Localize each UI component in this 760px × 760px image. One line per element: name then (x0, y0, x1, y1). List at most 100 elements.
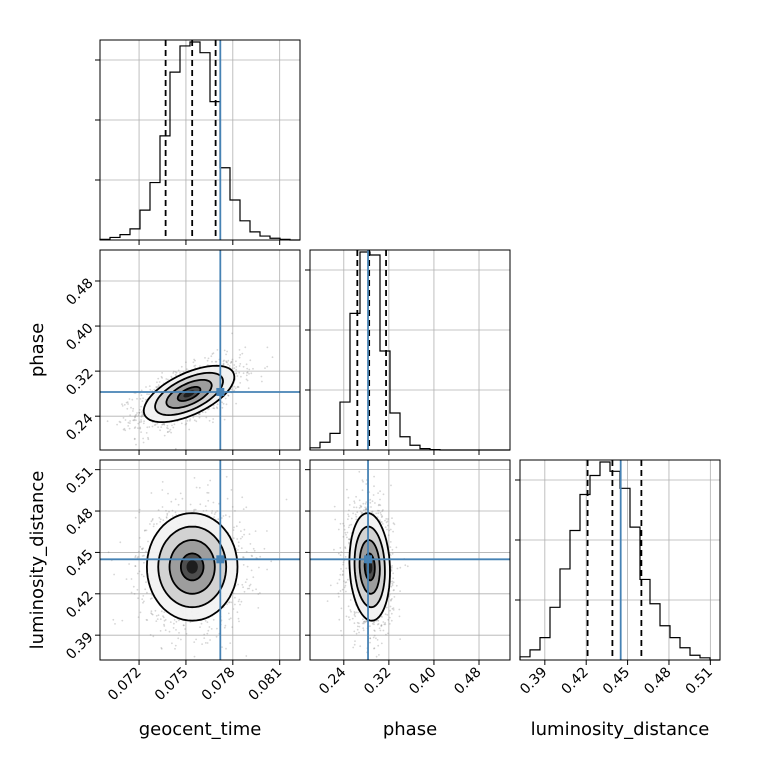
sample-point (389, 541, 392, 543)
sample-point (137, 597, 140, 600)
sample-point (128, 427, 131, 430)
sample-point (388, 623, 391, 625)
sample-point (210, 355, 213, 358)
sample-point (204, 357, 206, 359)
sample-point (243, 528, 246, 531)
sample-point (381, 521, 383, 523)
hist-panel-luminosity_distance (515, 459, 721, 665)
sample-point (362, 502, 365, 505)
sample-point (235, 372, 237, 375)
sample-point (123, 427, 126, 430)
sample-point (362, 618, 364, 621)
sample-point (174, 511, 177, 514)
sample-point (386, 614, 389, 616)
sample-point (379, 490, 381, 493)
y-tick-label-luminosity_distance: 0.45 (63, 547, 96, 580)
sample-point (377, 644, 380, 647)
sample-point (157, 426, 160, 428)
sample-point (342, 522, 344, 525)
sample-point (154, 423, 157, 426)
sample-point (155, 523, 158, 525)
sample-point (149, 598, 152, 600)
sample-point (395, 584, 398, 587)
sample-point (163, 434, 166, 437)
sample-point (167, 427, 169, 430)
sample-point (118, 420, 121, 423)
sample-point (208, 419, 211, 422)
sample-point (385, 606, 388, 609)
sample-point (133, 418, 136, 421)
sample-point (134, 415, 137, 418)
sample-point (171, 509, 174, 512)
sample-point (341, 588, 344, 591)
sample-point (203, 637, 206, 639)
sample-point (249, 543, 252, 545)
sample-point (182, 371, 185, 373)
sample-point (242, 365, 245, 368)
sample-point (214, 360, 217, 363)
sample-point (138, 412, 141, 414)
sample-point (119, 541, 122, 544)
x-tick-label-geocent_time: 0.078 (199, 664, 239, 704)
sample-point (380, 642, 383, 645)
sample-point (348, 541, 350, 544)
sample-point (380, 624, 383, 627)
sample-point (238, 356, 241, 359)
sample-point (138, 411, 141, 414)
sample-point (151, 613, 153, 615)
sample-point (371, 510, 374, 513)
sample-point (392, 581, 395, 584)
sample-point (240, 375, 242, 378)
sample-point (142, 595, 145, 597)
sample-point (360, 506, 362, 508)
sample-point (171, 424, 173, 427)
sample-point (248, 372, 250, 375)
sample-point (144, 398, 147, 401)
sample-point (347, 496, 350, 499)
sample-point (387, 524, 389, 527)
x-tick-label-phase: 0.48 (451, 664, 484, 697)
sample-point (114, 623, 116, 625)
sample-point (159, 618, 162, 620)
sample-point (137, 555, 140, 558)
sample-point (242, 586, 245, 589)
panel-frame (309, 459, 511, 661)
sample-point (168, 630, 171, 633)
sample-point (393, 523, 396, 526)
sample-point (392, 577, 395, 580)
sample-point (213, 513, 216, 515)
sample-point (391, 582, 394, 585)
x-tick-label-phase: 0.40 (406, 664, 439, 697)
contour-line (157, 525, 228, 609)
sample-point (180, 422, 183, 425)
sample-point (270, 560, 273, 563)
sample-point (132, 410, 134, 412)
sample-point (389, 546, 392, 548)
sample-point (246, 379, 249, 382)
sample-point (137, 414, 140, 416)
sample-point (337, 595, 340, 598)
sample-point (136, 412, 138, 414)
sample-point (235, 360, 237, 363)
sample-point (344, 531, 347, 534)
sample-point (355, 495, 357, 498)
sample-point (392, 607, 395, 609)
sample-point (375, 655, 378, 658)
sample-point (132, 407, 135, 410)
sample-point (263, 547, 266, 550)
panel-frame (99, 39, 301, 241)
sample-point (352, 646, 355, 649)
sample-point (153, 523, 155, 525)
sample-point (390, 585, 393, 588)
sample-point (246, 372, 248, 374)
sample-point (157, 614, 160, 617)
sample-point (251, 589, 254, 592)
sample-point (247, 387, 250, 390)
sample-point (377, 623, 380, 625)
sample-point (387, 534, 390, 537)
sample-point (358, 631, 360, 634)
sample-point (231, 358, 234, 361)
sample-point (244, 581, 247, 583)
sample-point (174, 498, 177, 501)
sample-point (142, 422, 145, 425)
